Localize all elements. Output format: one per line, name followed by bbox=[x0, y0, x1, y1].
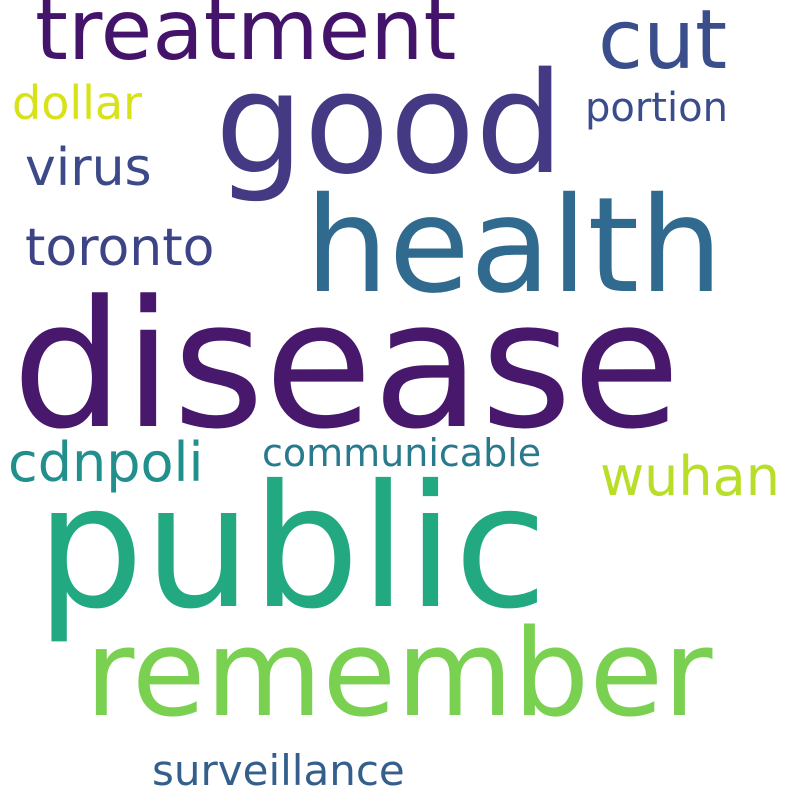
word-cut: cut bbox=[598, 0, 728, 88]
word-communicable: communicable bbox=[262, 431, 542, 475]
word-health: health bbox=[305, 169, 723, 323]
word-disease: disease bbox=[12, 263, 681, 468]
word-remember: remember bbox=[85, 605, 713, 744]
word-surveillance: surveillance bbox=[152, 746, 405, 795]
word-cdnpoli: cdnpoli bbox=[8, 431, 204, 494]
word-wuhan: wuhan bbox=[600, 445, 780, 508]
word-dollar: dollar bbox=[12, 76, 143, 130]
word-public: public bbox=[36, 449, 548, 647]
word-toronto: toronto bbox=[25, 218, 215, 278]
word-good: good bbox=[215, 43, 565, 206]
word-virus: virus bbox=[25, 138, 152, 198]
word-treatment: treatment bbox=[35, 0, 457, 79]
word-portion: portion bbox=[585, 85, 728, 131]
